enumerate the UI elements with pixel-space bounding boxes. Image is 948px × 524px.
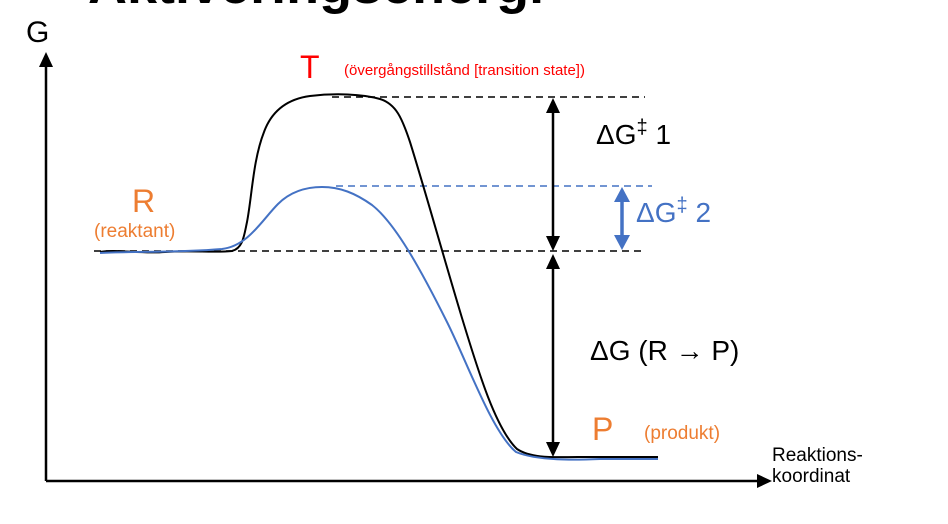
y-axis-arrowhead-icon	[39, 52, 53, 67]
x-axis-arrowhead-icon	[757, 474, 772, 488]
delta-g-rp-label: ΔG (R → P)	[590, 335, 740, 366]
delta-g1-label: ΔG‡ 1	[596, 116, 672, 151]
delta-g1-sup: ‡	[636, 116, 648, 139]
product-description: (produkt)	[644, 423, 721, 444]
delta-g1-suffix: 1	[647, 119, 672, 150]
reactant-symbol: R	[132, 183, 156, 219]
delta-g1-arrow	[546, 98, 560, 251]
catalyzed-energy-curve	[99, 185, 658, 461]
slide-title: Aktiveringsenergi	[88, 0, 544, 16]
x-axis-label-line2: koordinat	[772, 465, 851, 487]
delta-g2-base: ΔG	[636, 197, 677, 228]
product-symbol: P	[592, 411, 614, 447]
delta-g1-base: ΔG	[596, 119, 637, 150]
delta-g2-sup: ‡	[676, 194, 688, 217]
y-axis-label: G	[26, 16, 50, 49]
delta-g2-suffix: 2	[687, 197, 712, 228]
delta-g-rp-arrow	[546, 254, 560, 457]
x-axis-label-line1: Reaktions-	[772, 445, 863, 466]
transition-state-symbol: T	[300, 49, 320, 85]
delta-g2-label: ΔG‡ 2	[636, 194, 712, 229]
reactant-description: (reaktant)	[94, 221, 176, 242]
uncatalyzed-energy-curve	[99, 93, 658, 459]
transition-state-description: (övergångstillstånd [transition state])	[344, 62, 585, 79]
x-axis-label: Reaktions- koordinat	[772, 445, 863, 488]
delta-g2-arrow	[614, 187, 630, 250]
